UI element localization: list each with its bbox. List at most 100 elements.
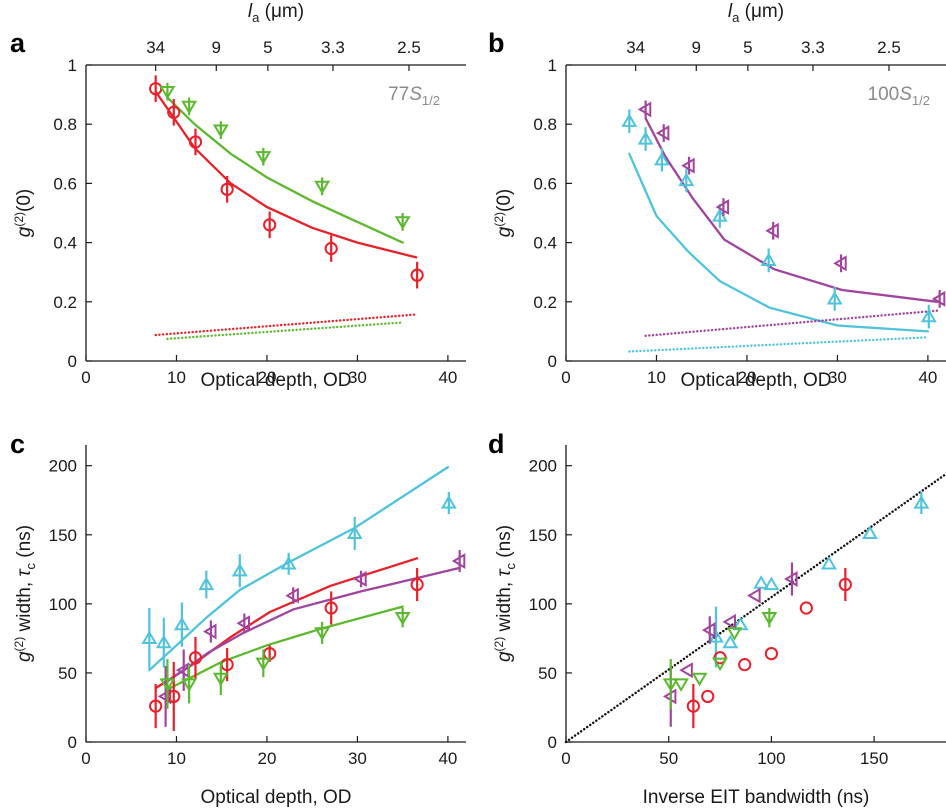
cyan-dotted-line	[628, 336, 930, 353]
cyan-solid-line	[628, 152, 930, 333]
x-axis-label: Inverse EIT bandwidth (ns)	[643, 787, 870, 808]
top-tick-label: 34	[146, 38, 165, 57]
x-tick-label: 20	[257, 368, 276, 387]
data-point	[410, 577, 424, 592]
data-point	[410, 268, 424, 282]
y-tick-label: 0.4	[53, 234, 77, 253]
data-point	[765, 222, 779, 239]
data-point	[678, 172, 695, 187]
panel-letter-a: a	[10, 28, 26, 58]
panel-b: b 0 10 20 30 40 0 0.2 0.4 0.6 0.8 1 34 9 5 3.3 2.5 la (μm…	[488, 1, 946, 391]
red-dotted-line	[154, 313, 418, 337]
panel-letter-b: b	[488, 28, 505, 58]
data-point	[833, 255, 847, 272]
x-tick-label: 50	[659, 749, 678, 768]
data-point	[715, 199, 730, 216]
data-point	[394, 612, 411, 626]
data-point	[236, 615, 250, 632]
y-tick-label: 150	[529, 526, 557, 545]
top-tick-label: 2.5	[877, 38, 901, 57]
data-point	[167, 105, 181, 119]
y-tick-label: 200	[529, 457, 557, 476]
green-series	[159, 608, 411, 709]
data-point	[681, 157, 695, 174]
y-axis-label: g(2)(0)	[492, 189, 515, 237]
data-point	[255, 151, 272, 165]
data-point	[314, 627, 331, 641]
data-point	[394, 216, 411, 230]
y-tick-label: 0.8	[53, 115, 77, 134]
x-axis-label: Optical depth, OD	[200, 787, 351, 808]
x-tick-label: 40	[438, 749, 457, 768]
top-axis-label: la (μm)	[728, 1, 784, 25]
panel-letter-d: d	[488, 429, 505, 459]
data-point	[263, 218, 277, 232]
data-point	[346, 525, 363, 540]
data-point	[181, 678, 198, 692]
y-tick-label: 0	[548, 352, 557, 371]
data-point	[159, 678, 176, 692]
x-tick-label: 30	[348, 749, 367, 768]
data-point	[712, 657, 729, 672]
green-series	[159, 82, 411, 231]
data-point	[212, 124, 229, 138]
y-tick-label: 0.4	[533, 234, 557, 253]
panel-a: a 0 10 20 30 40 0 0.2 0.4 0.6 0.8 1 34 9 5 3.3 2.5 la (μm…	[10, 1, 466, 391]
y-tick-label: 200	[49, 457, 77, 476]
y-tick-label: 0.6	[533, 174, 557, 193]
green-series	[662, 608, 778, 709]
data-point	[691, 672, 708, 687]
data-point	[324, 601, 338, 615]
y-tick-label: 50	[538, 664, 557, 683]
data-point	[188, 135, 203, 149]
data-point	[212, 672, 229, 687]
x-tick-label: 40	[438, 368, 457, 387]
x-tick-label: 10	[647, 368, 666, 387]
black-dotted-line	[564, 472, 946, 744]
data-point	[662, 678, 679, 692]
data-point	[353, 571, 367, 587]
data-point	[159, 85, 176, 100]
data-point	[255, 657, 272, 672]
data-point	[820, 555, 837, 570]
top-tick-label: 5	[743, 38, 752, 57]
y-tick-label: 1	[68, 56, 77, 75]
top-tick-label: 2.5	[397, 38, 421, 57]
y-tick-label: 0.2	[53, 293, 77, 312]
y-tick-label: 150	[49, 526, 77, 545]
data-point	[637, 101, 652, 118]
y-axis-label: g(2)(0)	[12, 189, 35, 237]
top-tick-label: 3.3	[801, 38, 825, 57]
data-point	[761, 612, 778, 626]
top-tick-label: 5	[263, 38, 272, 57]
data-point	[686, 699, 700, 713]
data-point	[141, 630, 158, 645]
data-point	[280, 555, 297, 570]
y-tick-label: 0.6	[53, 174, 77, 193]
data-point	[760, 252, 777, 267]
data-point	[621, 113, 638, 127]
x-tick-label: 30	[828, 368, 847, 387]
state-annotation: 100S1/2	[868, 84, 930, 108]
green-solid-line	[166, 605, 404, 691]
x-tick-label: 150	[860, 749, 888, 768]
x-tick-label: 0	[81, 749, 90, 768]
green-dotted-line	[166, 321, 404, 340]
data-point	[155, 634, 172, 649]
x-tick-label: 0	[81, 368, 90, 387]
data-point	[913, 495, 930, 509]
purple-solid-line	[644, 117, 939, 303]
purple-dotted-line	[644, 309, 939, 337]
x-tick-label: 100	[757, 749, 785, 768]
data-point	[838, 577, 852, 592]
data-point	[653, 151, 670, 166]
data-point	[220, 182, 234, 196]
y-tick-label: 0	[548, 733, 557, 752]
data-point	[701, 622, 716, 639]
data-point	[722, 613, 736, 630]
x-axis-label: Optical depth, OD	[200, 370, 351, 391]
data-point	[673, 678, 689, 692]
cyan-series	[141, 491, 457, 669]
y-tick-label: 100	[49, 595, 77, 614]
y-tick-label: 50	[58, 664, 77, 683]
